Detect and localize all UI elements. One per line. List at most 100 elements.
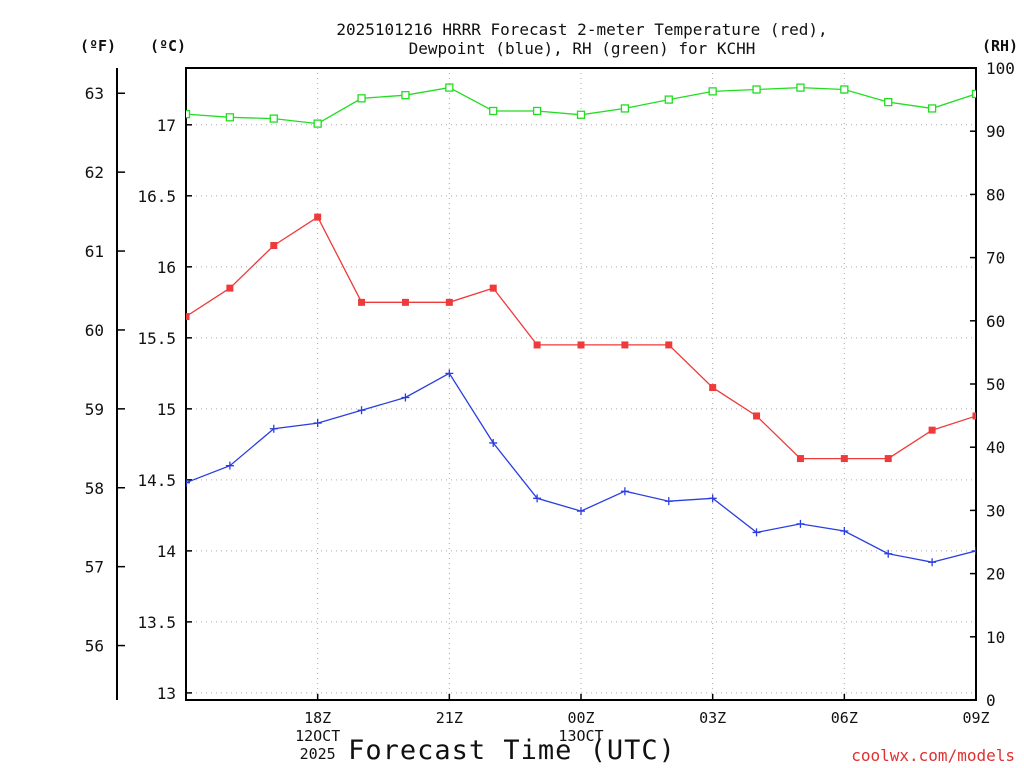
rh-tick-label: 10: [986, 628, 1005, 647]
time-tick-label: 03Z: [699, 709, 726, 727]
rh-tick-label: 80: [986, 185, 1005, 204]
fahrenheit-tick-label: 59: [85, 400, 104, 419]
temperature-point: [577, 341, 585, 349]
rh-tick-label: 100: [986, 59, 1015, 78]
fahrenheit-tick-label: 56: [85, 637, 104, 656]
rh-tick-label: 20: [986, 565, 1005, 584]
celsius-tick-label: 13: [157, 684, 176, 703]
rh-unit-label: (RH): [982, 37, 1018, 55]
rh-tick-label: 40: [986, 438, 1005, 457]
dewpoint-point: [357, 406, 366, 415]
temperature-point: [840, 455, 848, 463]
temperature-point: [753, 412, 761, 420]
rh-point: [357, 94, 366, 103]
celsius-axis: 13 13.5 14 14.5 15 15.5 16 16.5 17: [137, 116, 192, 703]
temperature-point: [270, 242, 278, 250]
temperature-point: [358, 298, 366, 306]
dewpoint-point: [928, 558, 937, 567]
temperature-point: [665, 341, 673, 349]
rh-point: [313, 119, 322, 128]
time-tick-label: 00Z: [567, 709, 594, 727]
rh-point: [225, 113, 235, 122]
dewpoint-point: [533, 494, 542, 503]
dewpoint-point: [401, 393, 410, 402]
celsius-tick-label: 15: [157, 400, 176, 419]
dewpoint-point: [269, 424, 278, 433]
dewpoint-line: [186, 372, 976, 563]
time-tick-label: 09Z: [962, 709, 989, 727]
fahrenheit-tick-label: 61: [85, 242, 104, 261]
time-tick-label: 21Z: [436, 709, 463, 727]
celsius-tick-label: 17: [157, 116, 176, 135]
temperature-point: [972, 412, 976, 420]
rh-tick-label: 70: [986, 249, 1005, 268]
x-axis-title: Forecast Time (UTC): [348, 735, 676, 766]
celsius-tick-label: 13.5: [137, 613, 176, 632]
chart-title-line1: 2025101216 HRRR Forecast 2-meter Tempera…: [336, 20, 827, 39]
rh-point: [576, 110, 586, 119]
temperature-point: [884, 455, 892, 463]
dewpoint-point: [796, 519, 805, 528]
temperature-point: [533, 341, 541, 349]
rh-tick-label: 0: [986, 691, 996, 710]
temperature-point: [401, 298, 409, 306]
temperature-series: [186, 213, 1023, 463]
source-credit: coolwx.com/models: [851, 746, 1015, 765]
dewpoint-point: [620, 487, 629, 496]
temperature-point: [796, 455, 804, 463]
year-tick-label: 2025: [300, 745, 336, 763]
fahrenheit-axis: 56 57 58 59 60 61 62 63: [85, 84, 125, 656]
fahrenheit-tick-label: 60: [85, 321, 104, 340]
date-tick-label: 12OCT: [295, 727, 340, 745]
fahrenheit-unit-label: (ºF): [80, 37, 116, 55]
rh-tick-label: 50: [986, 375, 1005, 394]
rh-point: [884, 97, 893, 107]
rh-point: [971, 89, 976, 99]
rh-point: [752, 85, 761, 94]
fahrenheit-tick-label: 62: [85, 163, 104, 182]
dewpoint-point: [1016, 533, 1024, 541]
celsius-tick-label: 15.5: [137, 329, 176, 348]
rh-line: [186, 86, 976, 125]
time-tick-label: 18Z: [304, 709, 331, 727]
time-tick-label: 06Z: [831, 709, 858, 727]
celsius-tick-label: 14: [157, 542, 176, 561]
dewpoint-point: [445, 369, 454, 378]
celsius-unit-label: (ºC): [150, 37, 186, 55]
fahrenheit-tick-label: 57: [85, 558, 104, 577]
rh-point: [840, 85, 849, 94]
rh-axis: 0 10 20 30 40 50 60 70 80 90 100: [970, 59, 1015, 710]
dewpoint-point: [708, 494, 717, 503]
celsius-tick-label: 14.5: [137, 471, 176, 490]
chart-title-line2: Dewpoint (blue), RH (green) for KCHH: [409, 39, 756, 58]
temperature-line: [186, 216, 976, 460]
rh-point: [664, 95, 673, 104]
dewpoint-point: [972, 546, 976, 555]
dewpoint-point: [186, 478, 190, 487]
rh-point: [401, 91, 410, 100]
temperature-point: [314, 213, 322, 221]
temperature-point: [621, 341, 629, 349]
dewpoint-point: [752, 528, 761, 537]
celsius-tick-label: 16.5: [137, 187, 176, 206]
dewpoint-point: [664, 497, 673, 506]
temperature-point: [186, 313, 190, 321]
rh-point: [269, 114, 278, 123]
data-series: [186, 83, 1024, 567]
rh-tick-label: 90: [986, 122, 1005, 141]
dewpoint-point: [225, 461, 234, 470]
temperature-point: [226, 284, 234, 292]
rh-tick-label: 30: [986, 501, 1005, 520]
rh-point: [927, 104, 937, 113]
rh-point: [620, 104, 630, 113]
rh-point: [796, 83, 805, 92]
dewpoint-point: [577, 507, 585, 516]
rh-point: [186, 109, 191, 119]
temperature-point: [709, 384, 717, 392]
rh-point: [1016, 96, 1023, 103]
celsius-tick-label: 16: [157, 258, 176, 277]
temperature-point: [445, 298, 453, 306]
dewpoint-point: [840, 526, 849, 535]
temperature-point: [1016, 455, 1023, 462]
